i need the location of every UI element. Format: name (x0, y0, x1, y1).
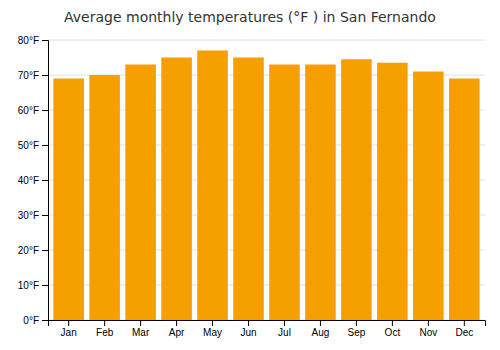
chart: 0°F 10°F 20°F 30°F 40°F 50°F 60°F 70°F 80°F Jan Fe… (0, 0, 500, 350)
tick: Jan (61, 320, 77, 338)
grid-line (48, 40, 485, 41)
tick-label: 60°F (18, 105, 39, 116)
tick-mark (68, 320, 69, 326)
tick: Oct (385, 320, 401, 338)
tick: Nov (419, 320, 437, 338)
tick-label: 40°F (18, 175, 39, 186)
tick-mark (42, 40, 48, 41)
tick-label: Dec (455, 327, 473, 338)
tick: 80°F (18, 35, 48, 46)
plot-area: 0°F 10°F 20°F 30°F 40°F 50°F 60°F 70°F 80°F Jan Fe… (18, 35, 486, 338)
tick-mark (42, 215, 48, 216)
tick-label: Apr (169, 327, 185, 338)
bar (233, 58, 264, 321)
tick: Mar (132, 320, 150, 338)
tick-label: Jun (240, 327, 256, 338)
tick: 0°F (23, 315, 48, 326)
tick-label: Oct (385, 327, 401, 338)
tick-label: Nov (419, 327, 437, 338)
tick-label: Mar (132, 327, 150, 338)
tick: 30°F (18, 210, 48, 221)
bar (413, 72, 444, 321)
tick-mark (42, 320, 48, 321)
bar (377, 63, 408, 320)
tick-label: 0°F (23, 315, 39, 326)
bars (53, 51, 479, 321)
tick: 60°F (18, 105, 48, 116)
bar (197, 51, 228, 321)
tick-mark (428, 320, 429, 326)
tick-mark (320, 320, 321, 326)
tick: 20°F (18, 245, 48, 256)
tick-label: May (203, 327, 222, 338)
tick-mark (284, 320, 285, 326)
tick: Jun (240, 320, 256, 338)
tick: 70°F (18, 70, 48, 81)
tick-mark (42, 75, 48, 76)
tick-label: 30°F (18, 210, 39, 221)
tick-label: Sep (348, 327, 366, 338)
axis-line (42, 41, 49, 321)
tick-mark (212, 320, 213, 326)
tick-label: 80°F (18, 35, 39, 46)
bar (125, 65, 156, 321)
axis-line (49, 321, 486, 327)
tick-mark (140, 320, 141, 326)
tick-mark (104, 320, 105, 326)
grid (48, 40, 485, 320)
y-axis: 0°F 10°F 20°F 30°F 40°F 50°F 60°F 70°F 80°F (18, 35, 49, 326)
tick: Dec (455, 320, 473, 338)
tick-mark (464, 320, 465, 326)
tick: May (203, 320, 222, 338)
tick-mark (248, 320, 249, 326)
tick-mark (42, 250, 48, 251)
tick: Feb (96, 320, 114, 338)
tick-label: 50°F (18, 140, 39, 151)
tick-label: 10°F (18, 280, 39, 291)
tick-label: Jul (278, 327, 291, 338)
bar (161, 58, 192, 321)
tick-mark (42, 285, 48, 286)
tick-label: Feb (96, 327, 114, 338)
tick-mark (176, 320, 177, 326)
tick: Sep (348, 320, 366, 338)
title: Average monthly temperatures (°F ) in Sa… (64, 9, 436, 25)
bar (305, 65, 336, 321)
tick-mark (42, 180, 48, 181)
tick-label: Jan (61, 327, 77, 338)
tick: Apr (169, 320, 185, 338)
tick-mark (356, 320, 357, 326)
tick: Aug (312, 320, 330, 338)
x-axis: Jan Feb Mar Apr May Jun Jul Aug Sep Oct Nov Dec (49, 320, 486, 338)
tick: 40°F (18, 175, 48, 186)
chart-container: 0°F 10°F 20°F 30°F 40°F 50°F 60°F 70°F 80°F Jan Fe… (0, 0, 500, 350)
tick-label: Aug (312, 327, 330, 338)
tick: Jul (278, 320, 291, 338)
tick-mark (42, 145, 48, 146)
tick-label: 70°F (18, 70, 39, 81)
tick: 50°F (18, 140, 48, 151)
tick-label: 20°F (18, 245, 39, 256)
bar (53, 79, 84, 321)
bar (449, 79, 480, 321)
bar (89, 75, 120, 320)
bar (269, 65, 300, 321)
tick-mark (42, 110, 48, 111)
tick-mark (392, 320, 393, 326)
tick: 10°F (18, 280, 48, 291)
bar (341, 59, 372, 320)
